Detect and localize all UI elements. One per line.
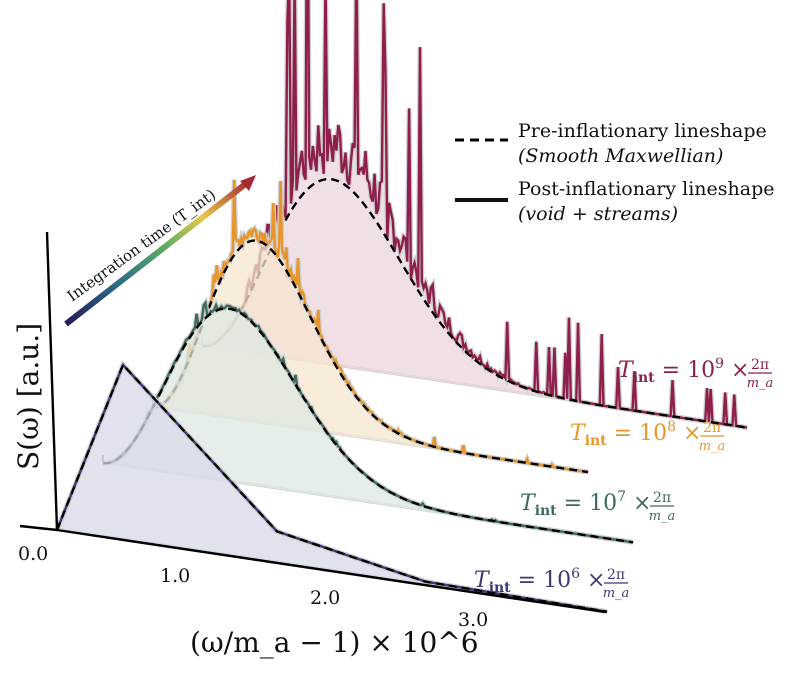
series-label: Tint = 106 × <box>474 566 605 596</box>
series-line-solid <box>152 179 589 474</box>
series-label: Tint = 107 × <box>520 489 651 519</box>
series-line-dashed <box>55 362 608 613</box>
integration-time-label: Integration time (T_int) <box>64 186 219 306</box>
series-area <box>103 302 633 543</box>
series-area <box>202 0 747 428</box>
series-label-fraction-den: m_a <box>649 509 676 524</box>
x-axis <box>56 528 606 614</box>
legend: Pre-inflationary lineshape (Smooth Maxwe… <box>455 120 775 225</box>
legend-sublabel: (void + streams) <box>518 203 678 225</box>
series-label: Tint = 108 × <box>570 419 701 449</box>
series-label-fraction-den: m_a <box>747 376 774 391</box>
series-label: Tint = 109 × <box>618 356 749 386</box>
x-axis-label: (ω/m_a − 1) × 10^6 <box>190 626 479 659</box>
series-label-fraction-den: m_a <box>603 586 630 601</box>
legend-label: Pre-inflationary lineshape <box>518 120 767 142</box>
series-line-dashed <box>152 239 589 474</box>
series-label-fraction-num: 2π <box>703 420 721 436</box>
x-tick-label: 3.0 <box>458 609 488 631</box>
legend-label: Post-inflationary lineshape <box>518 178 775 200</box>
x-axis-front-edge <box>19 524 58 532</box>
series-line-dashed <box>102 307 634 544</box>
x-tick-label: 2.0 <box>310 587 340 609</box>
series-curves <box>54 0 748 615</box>
y-axis-label: S(ω) [a.u.] <box>12 323 45 470</box>
series-label-fraction-num: 2π <box>653 490 671 506</box>
legend-sublabel: (Smooth Maxwellian) <box>518 145 723 167</box>
y-axis <box>45 231 59 531</box>
series-label-fraction-num: 2π <box>751 357 769 373</box>
series-line-solid <box>201 0 748 429</box>
series-label-fraction-num: 2π <box>607 567 625 583</box>
series-label-fraction-den: m_a <box>699 439 726 454</box>
x-tick-label: 1.0 <box>160 565 190 587</box>
series-line-dashed <box>201 177 748 429</box>
x-tick-label: 0.0 <box>18 543 48 565</box>
